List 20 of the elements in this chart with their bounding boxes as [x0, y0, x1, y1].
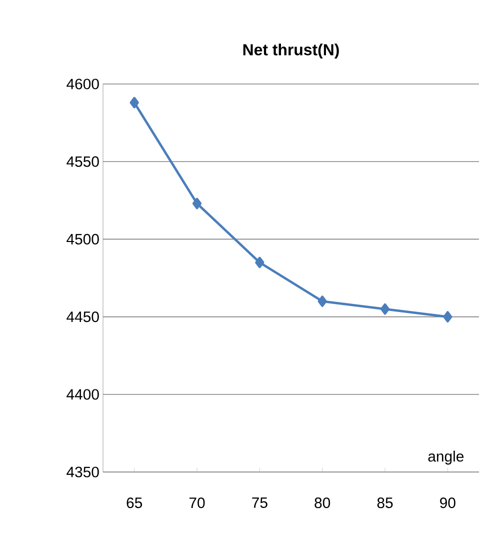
x-tick-label: 85: [377, 498, 393, 508]
y-tick-label: 4400: [66, 389, 99, 400]
point: [130, 96, 139, 108]
x-tick-label: 65: [126, 498, 142, 508]
y-tick-label: 4500: [66, 234, 99, 244]
x-tick-label: 90: [440, 498, 456, 508]
point: [380, 303, 390, 315]
chart-title: Net thrust(N): [243, 44, 339, 58]
x-axis-title: angle: [428, 450, 464, 465]
y-tick-label: 4600: [66, 78, 99, 90]
point: [318, 296, 327, 307]
point: [443, 311, 452, 322]
point: [255, 256, 264, 268]
y-tick-label: 4550: [66, 156, 99, 167]
x-tick-label: 75: [252, 498, 268, 508]
y-tick-label: 4350: [66, 466, 99, 478]
x-tick-label: 70: [189, 498, 205, 508]
y-tick-label: 4450: [66, 312, 99, 322]
point: [192, 198, 202, 210]
x-tick-label: 80: [314, 498, 330, 508]
